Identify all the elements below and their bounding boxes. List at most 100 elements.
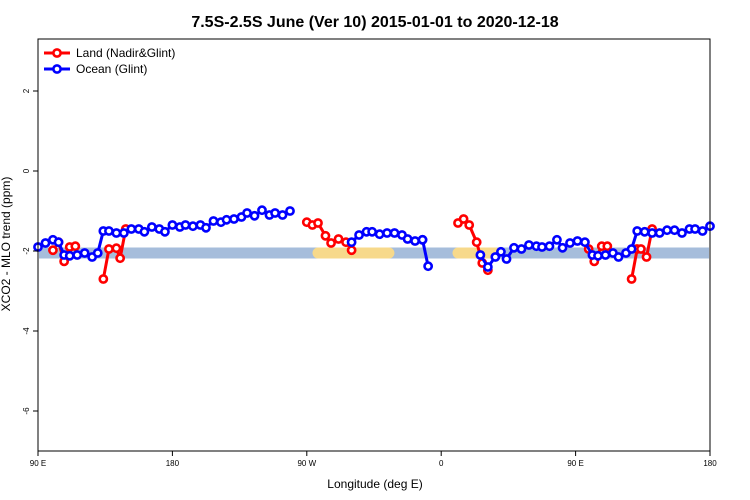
data-point <box>146 222 157 232</box>
data-point <box>333 234 344 244</box>
data-point <box>257 205 267 216</box>
data-point <box>208 216 219 226</box>
data-point <box>613 252 624 262</box>
data-point <box>565 238 575 248</box>
data-point <box>40 238 51 248</box>
data-point <box>104 226 114 236</box>
x-axis-label: Longitude (deg E) <box>327 477 422 491</box>
data-point <box>557 242 568 253</box>
data-point <box>367 226 378 237</box>
y-tick-label: 0 <box>22 168 31 173</box>
data-point <box>98 274 109 284</box>
y-tick-label: -2 <box>22 247 31 255</box>
data-point <box>72 250 83 260</box>
data-point <box>201 222 211 233</box>
data-point <box>354 230 364 240</box>
chart-title: 7.5S-2.5S June (Ver 10) 2015-01-01 to 20… <box>191 14 558 31</box>
data-point <box>471 237 482 248</box>
data-point <box>115 253 126 264</box>
data-point <box>626 274 637 284</box>
data-point <box>501 254 512 264</box>
data-point <box>509 242 519 253</box>
x-tick-label: 90 E <box>30 459 46 468</box>
data-point <box>537 242 547 252</box>
data-point <box>180 220 191 230</box>
data-point <box>602 241 613 252</box>
x-tick-label: 0 <box>439 459 444 468</box>
data-point <box>464 220 475 230</box>
data-point <box>580 237 590 248</box>
data-point <box>229 214 239 224</box>
data-point <box>690 224 700 234</box>
data-point <box>313 218 323 228</box>
series-ocean <box>33 205 715 272</box>
data-point <box>167 220 178 230</box>
data-point <box>516 244 527 254</box>
y-tick-label: -4 <box>22 327 31 335</box>
data-point <box>626 244 637 254</box>
data-point <box>382 228 392 238</box>
data-point <box>118 228 129 238</box>
legend-marker <box>52 48 62 58</box>
data-point <box>139 226 150 237</box>
data-point <box>111 228 122 238</box>
data-point <box>92 248 103 258</box>
data-point <box>188 221 198 232</box>
data-point <box>410 236 420 246</box>
data-point <box>126 224 137 234</box>
data-point <box>277 210 288 220</box>
data-point <box>572 236 583 246</box>
data-point <box>662 225 672 236</box>
data-point <box>64 250 75 261</box>
data-point <box>423 261 434 272</box>
y-tick-label: 2 <box>22 88 31 93</box>
data-point <box>490 252 501 262</box>
legend-item: Ocean (Glint) <box>44 62 147 76</box>
data-point <box>285 206 295 216</box>
data-point <box>242 208 252 218</box>
data-point <box>524 240 534 250</box>
data-point <box>639 226 650 237</box>
data-point <box>160 226 170 237</box>
data-point <box>677 228 687 238</box>
data-point <box>249 210 260 221</box>
data-point <box>270 208 280 218</box>
data-point <box>600 250 611 260</box>
legend-label: Land (Nadir&Glint) <box>76 46 175 60</box>
x-tick-label: 180 <box>703 459 717 468</box>
data-point <box>346 245 357 256</box>
data-point <box>641 252 652 262</box>
data-point <box>389 228 400 238</box>
data-point <box>632 226 643 236</box>
data-point <box>552 234 562 245</box>
data-point <box>475 250 486 260</box>
y-tick-label: -6 <box>22 407 31 415</box>
data-point <box>53 237 64 248</box>
tick-layer: 90 E 180 90 W 0 90 E 180 2 0 -2 -4 -6 <box>22 88 717 468</box>
data-point <box>636 244 646 254</box>
data-point <box>48 245 58 256</box>
data-point <box>697 226 708 236</box>
x-tick-label: 180 <box>166 459 180 468</box>
data-point <box>221 214 232 225</box>
data-point <box>654 228 665 238</box>
data-point <box>320 230 331 241</box>
data-point <box>374 229 385 240</box>
legend-marker <box>52 64 62 74</box>
y-axis-label: XCO2 - MLO trend (ppm) <box>0 177 13 312</box>
data-point <box>496 246 506 257</box>
data-point <box>417 234 428 245</box>
data-point <box>647 228 658 238</box>
data-point <box>482 262 493 272</box>
data-point <box>346 237 357 248</box>
data-point <box>104 244 114 254</box>
data-point <box>458 214 469 224</box>
data-point <box>669 225 680 236</box>
plot-frame <box>37 38 711 452</box>
legend-item: Land (Nadir&Glint) <box>44 46 175 60</box>
series-layer <box>33 205 715 284</box>
data-point <box>402 234 413 244</box>
data-point <box>544 241 555 252</box>
data-point <box>79 248 90 258</box>
